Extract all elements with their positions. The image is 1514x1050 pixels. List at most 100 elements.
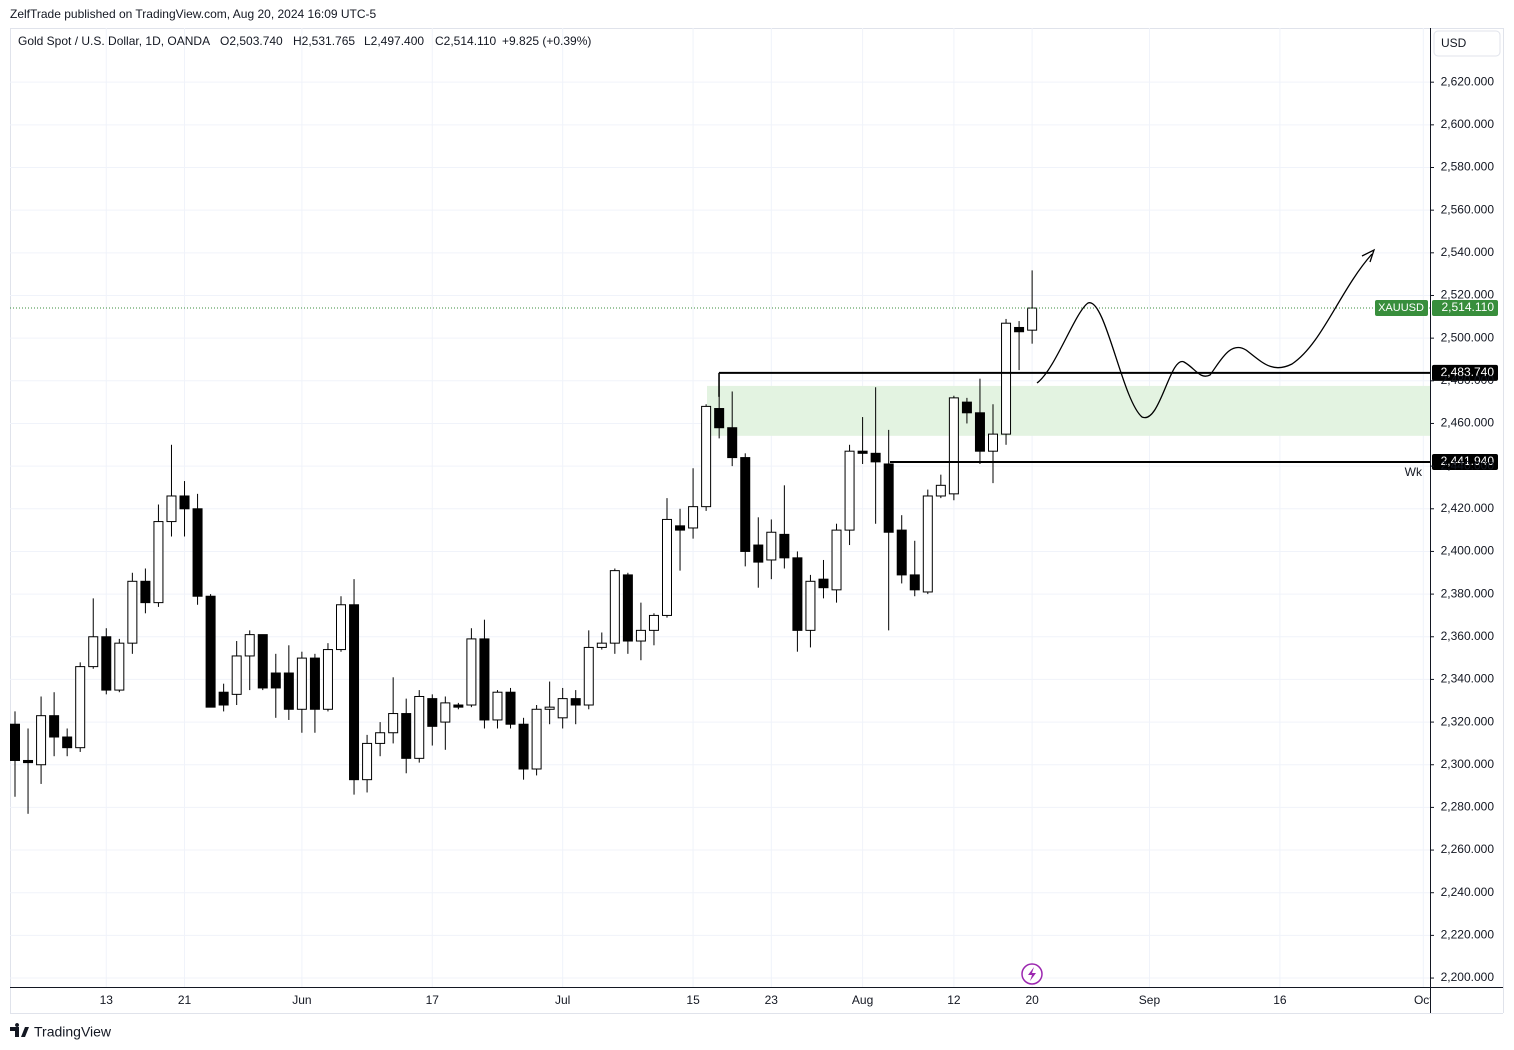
candle-body (322, 649, 333, 710)
candle-body (753, 544, 764, 563)
candle-body (244, 634, 255, 657)
x-tick-label: Aug (852, 993, 873, 1007)
demand-zone (707, 385, 1430, 436)
candle-body (583, 646, 594, 706)
candle-body (388, 713, 399, 734)
x-tick-label: 23 (765, 993, 779, 1007)
candle-body (362, 742, 373, 781)
candle-body (662, 518, 672, 616)
y-tick-label: 2,480.000 (1441, 373, 1495, 387)
candle-body (270, 672, 281, 689)
candle-body (831, 529, 842, 591)
candle-body (10, 723, 20, 761)
level-tag-label: 2,483.740 (1441, 365, 1495, 379)
candle-body (727, 427, 738, 459)
candle-body (466, 638, 477, 706)
candle-body (114, 642, 125, 691)
candle-body (857, 450, 868, 454)
candle-body (935, 484, 946, 497)
y-tick-label: 2,360.000 (1441, 629, 1495, 643)
candle-body (961, 401, 972, 414)
candle-body (36, 715, 47, 766)
candle-body (844, 450, 855, 531)
brand: TradingView (34, 1024, 112, 1040)
x-tick-label: Sep (1139, 993, 1161, 1007)
candle-body (805, 580, 816, 631)
event-bolt (1028, 967, 1036, 981)
legend-open: O2,503.740 (220, 34, 283, 48)
legend-low: L2,497.400 (364, 34, 424, 48)
symbol-tag (1375, 300, 1428, 317)
legend-high: H2,531.765 (293, 34, 355, 48)
candle-body (127, 580, 138, 644)
candle-body (479, 638, 490, 721)
y-tick-label: 2,240.000 (1441, 885, 1495, 899)
y-tick-label: 2,220.000 (1441, 928, 1495, 942)
candle-body (688, 506, 699, 529)
candle-body (283, 672, 294, 710)
candle-body (570, 698, 581, 706)
candle-body (257, 634, 268, 689)
x-axis-labels: 13 21 Jun 17 Jul 15 23 Aug 12 20 Sep 16 Oct (100, 993, 1430, 1007)
candle-body (101, 636, 112, 691)
candle-body (779, 533, 790, 559)
y-tick-label: 2,200.000 (1441, 970, 1495, 984)
candle-body (401, 713, 412, 759)
y-tick-label: 2,520.000 (1441, 288, 1495, 302)
x-tick-label: 12 (947, 993, 961, 1007)
candle-body (518, 723, 529, 770)
candle-body (948, 397, 959, 495)
currency[interactable]: USD (1441, 36, 1467, 50)
legend-close: C2,514.110 (435, 34, 496, 48)
candle-body (544, 706, 555, 710)
candle-body (531, 708, 542, 770)
candle-body (870, 452, 881, 463)
candle-body (440, 702, 451, 723)
currency-button[interactable] (1433, 30, 1501, 57)
candle-body (714, 408, 725, 429)
candle-body (179, 495, 190, 510)
candle-body (205, 595, 216, 708)
level-tag-label: 2,441.940 (1441, 454, 1495, 468)
candle-body (1027, 307, 1038, 331)
candle-body (140, 580, 151, 604)
y-tick-label: 2,600.000 (1441, 117, 1495, 131)
candle-body (909, 574, 920, 591)
x-tick-label: 16 (1273, 993, 1287, 1007)
y-tick-label: 2,440.000 (1441, 458, 1495, 472)
y-tick-label: 2,260.000 (1441, 842, 1495, 856)
x-tick-label: 15 (686, 993, 700, 1007)
candle-body (922, 495, 933, 593)
candle-body (88, 636, 99, 668)
candle-body (505, 691, 516, 725)
candle-body (296, 657, 307, 710)
x-tick-label: Jun (292, 993, 311, 1007)
y-tick-label: 2,460.000 (1441, 416, 1495, 430)
candle-body (740, 457, 751, 552)
y-tick-label: 2,280.000 (1441, 800, 1495, 814)
candle-body (596, 642, 607, 648)
x-tick-label: 21 (178, 993, 192, 1007)
symbol-tag-label: XAUUSD (1378, 302, 1424, 314)
candle-body (622, 574, 633, 642)
candle-body (153, 521, 164, 604)
candle-body (883, 463, 894, 533)
candle-body (818, 578, 829, 589)
y-tick-label: 2,320.000 (1441, 714, 1495, 728)
candle-body (23, 759, 34, 764)
y-tick-label: 2,540.000 (1441, 245, 1495, 259)
legend: Gold Spot / U.S. Dollar, 1D, OANDA (18, 34, 210, 48)
y-tick-label: 2,500.000 (1441, 330, 1495, 344)
candle-body (988, 433, 998, 452)
candle-body (1001, 322, 1012, 435)
y-tick-label: 2,300.000 (1441, 757, 1495, 771)
x-tick-label: Jul (555, 993, 570, 1007)
y-tick-label: 2,560.000 (1441, 202, 1495, 216)
candle-body (792, 557, 803, 631)
legend-change: +9.825 (+0.39%) (502, 34, 591, 48)
candle-body (166, 495, 177, 523)
x-tick-label: 20 (1025, 993, 1039, 1007)
publisher: ZelfTrade published on TradingView.com, … (10, 7, 377, 21)
price-tag-label: 2,514.110 (1442, 300, 1495, 314)
